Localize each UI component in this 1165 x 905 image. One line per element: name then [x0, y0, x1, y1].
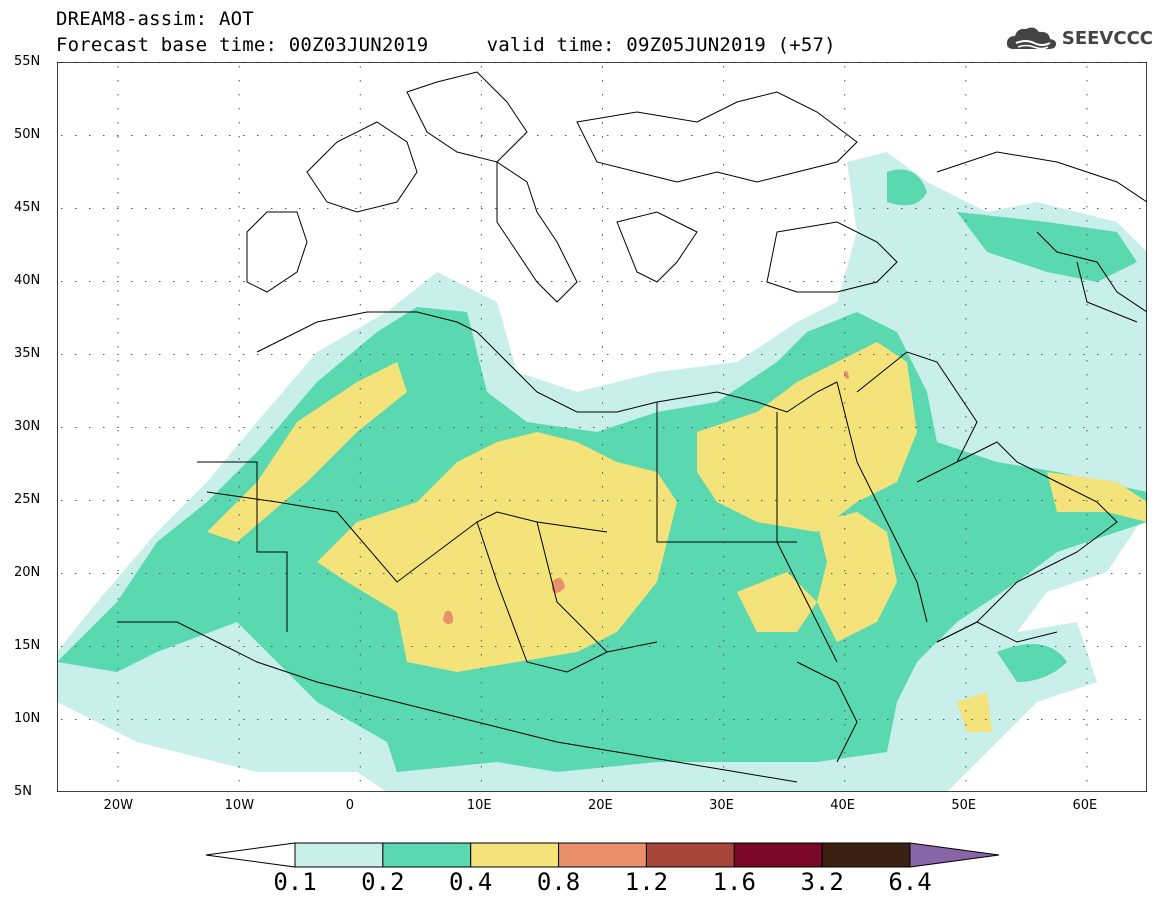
colorbar-tick-label: 0.2	[361, 868, 405, 896]
colorbar-tick-label: 3.2	[800, 868, 844, 896]
colorbar-box	[645, 842, 735, 868]
aot-map	[57, 62, 1147, 792]
colorbar-box	[821, 842, 911, 868]
colorbar-box	[382, 842, 472, 868]
colorbar-tick-label: 6.4	[888, 868, 932, 896]
lon-label: 30E	[709, 798, 734, 813]
lat-label: 25N	[14, 492, 41, 507]
lon-label: 0	[345, 798, 355, 813]
lat-label: 50N	[14, 127, 41, 142]
coastlines-borders	[117, 71, 1147, 783]
aot-contour-0-4	[207, 342, 1147, 732]
aot-colorbar	[205, 842, 1000, 868]
lat-label: 45N	[14, 200, 41, 215]
colorbar-under-triangle	[205, 842, 296, 868]
map-canvas	[57, 62, 1147, 792]
lat-label: 15N	[14, 638, 41, 653]
lon-label: 20E	[588, 798, 613, 813]
colorbar-tick-label: 0.4	[449, 868, 493, 896]
colorbar-svg	[205, 842, 1000, 868]
lat-label: 40N	[14, 273, 41, 288]
lon-label: 10W	[224, 798, 255, 813]
lon-label: 40E	[830, 798, 855, 813]
lat-label: 35N	[14, 346, 41, 361]
aot-contour-0-8	[443, 370, 849, 625]
lon-label: 50E	[951, 798, 977, 813]
lat-label: 5N	[14, 784, 32, 799]
colorbar-box	[294, 842, 384, 868]
colorbar-tick-labels: 0.1 0.2 0.4 0.8 1.2 1.6 3.2 6.4	[205, 868, 1000, 898]
colorbar-tick-label: 0.8	[536, 868, 581, 896]
colorbar-box	[558, 842, 647, 868]
map-graticule	[61, 62, 1141, 782]
colorbar-tick-label: 1.2	[624, 868, 669, 896]
colorbar-box	[470, 842, 560, 868]
forecast-times: Forecast base time: 00Z03JUN2019 valid t…	[56, 34, 836, 56]
logo-text: SEEVCCC	[1061, 27, 1153, 49]
lon-label: 20W	[103, 798, 133, 813]
map-title: DREAM8-assim: AOT	[56, 8, 254, 30]
colorbar-box	[733, 842, 823, 868]
seevccc-logo: SEEVCCC	[1004, 22, 1153, 54]
colorbar-tick-label: 1.6	[712, 868, 756, 896]
colorbar-over-triangle	[909, 842, 1000, 868]
lon-label: 60E	[1072, 798, 1098, 813]
colorbar-tick-label: 0.1	[273, 868, 317, 896]
lat-label: 30N	[14, 419, 41, 434]
lat-label: 10N	[14, 711, 41, 726]
lon-label: 10E	[466, 798, 492, 813]
cloud-icon	[1006, 27, 1056, 50]
lat-label: 20N	[14, 565, 41, 580]
lat-label: 55N	[14, 54, 41, 69]
